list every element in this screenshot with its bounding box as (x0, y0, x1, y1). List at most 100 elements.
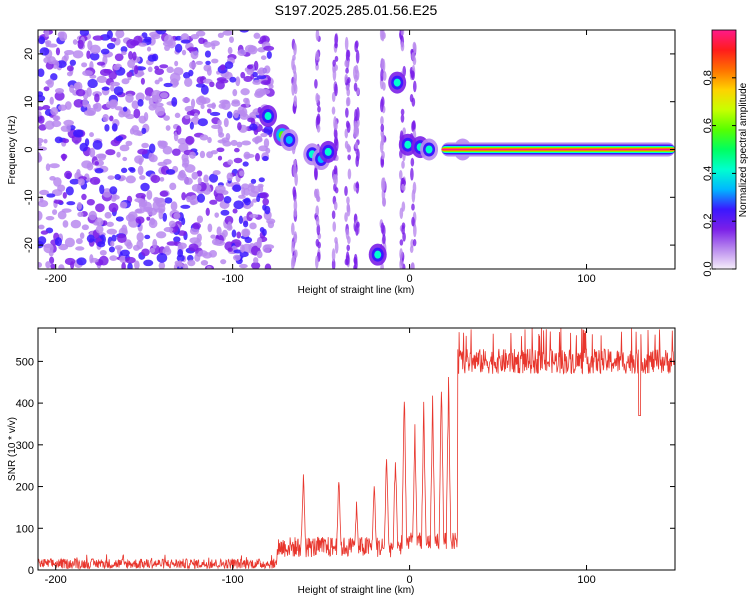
heatmap-cell (244, 153, 255, 158)
heatmap-cell (89, 254, 94, 264)
heatmap-cell (148, 143, 156, 154)
heatmap-cell (116, 233, 127, 243)
heatmap-cell (49, 256, 55, 264)
heatmap-cell (411, 203, 415, 211)
heatmap-cell (355, 182, 360, 189)
heatmap-cell (192, 222, 201, 230)
heatmap-cell (50, 107, 59, 116)
heatmap-cell (216, 226, 222, 236)
heatmap-cell (54, 237, 62, 247)
heatmap-cell (379, 98, 384, 113)
heatmap-cell (196, 215, 204, 224)
heatmap-cell (331, 91, 336, 103)
heatmap-cell (135, 216, 145, 224)
heatmap-cell (314, 79, 318, 89)
heatmap-cell (95, 225, 104, 234)
heatmap-cell (126, 39, 137, 49)
heatmap-cell (166, 66, 174, 74)
heatmap-cell (354, 141, 359, 150)
heatmap-cell (227, 247, 233, 252)
heatmap-cell (125, 256, 136, 264)
heatmap-cell (110, 240, 115, 247)
heatmap-cell (237, 49, 247, 56)
heatmap-cell (195, 83, 206, 88)
heatmap-cell (53, 199, 64, 204)
heatmap-cell (314, 165, 318, 180)
heatmap-cell (149, 217, 156, 226)
heatmap-cell (185, 135, 195, 145)
heatmap-cell (177, 260, 183, 268)
heatmap-cell (66, 71, 73, 77)
heatmap-cell (94, 93, 100, 103)
heatmap-cell (96, 61, 106, 66)
heatmap-cell (239, 30, 250, 33)
heatmap-cell (233, 109, 240, 119)
heatmap-cell (57, 210, 67, 220)
heatmap-cell (353, 82, 358, 92)
heatmap-cell (220, 259, 227, 265)
heatmap-cell (82, 98, 89, 108)
heatmap-cell (62, 192, 67, 199)
heatmap-cell (141, 127, 147, 135)
heatmap-cell (294, 249, 298, 258)
heatmap-cell (196, 193, 206, 203)
heatmap-cell (188, 61, 197, 69)
heatmap-cell (139, 175, 146, 180)
heatmap-cell (227, 159, 234, 165)
heatmap-cell (194, 253, 201, 262)
heatmap-cell (38, 115, 45, 124)
heatmap-cell (334, 240, 339, 254)
heatmap-cell (173, 131, 179, 142)
heatmap-cell (346, 203, 351, 213)
heatmap-cell (195, 60, 203, 65)
heatmap-cell (146, 216, 151, 221)
heatmap-cell (38, 224, 45, 230)
heatmap-cell (95, 203, 105, 213)
heatmap-cell (220, 209, 230, 216)
heatmap-cell (344, 140, 349, 149)
heatmap-cell (79, 232, 85, 239)
heatmap-cell (190, 49, 199, 60)
heatmap-cell (159, 92, 169, 99)
heatmap-cell (88, 210, 97, 221)
heatmap-cell (169, 182, 177, 191)
heatmap-cell (114, 53, 124, 62)
heatmap-cell (381, 197, 386, 207)
heatmap-cell (411, 97, 416, 107)
heatmap-cell (125, 213, 136, 222)
heatmap-cell (109, 186, 118, 195)
heatmap-cell (258, 185, 264, 193)
heatmap-cell (55, 47, 61, 56)
heatmap-cell (207, 136, 212, 144)
heatmap-cell (184, 114, 191, 120)
heatmap-cell (126, 241, 133, 250)
heatmap-cell (211, 238, 221, 246)
heatmap-cell (137, 148, 148, 155)
heatmap-cell (347, 154, 351, 161)
heatmap-cell (263, 45, 275, 51)
heatmap-cell (187, 47, 198, 52)
heatmap-cell (86, 198, 95, 206)
heatmap-cell (266, 50, 272, 59)
heatmap-cell (77, 39, 84, 49)
heatmap-cell (168, 220, 176, 228)
heatmap-cell (127, 59, 136, 68)
heatmap-cell (100, 48, 110, 55)
heatmap-cell (314, 188, 318, 197)
heatmap-cell (222, 30, 234, 36)
heatmap-cell (233, 147, 240, 153)
heatmap-cell (381, 132, 385, 146)
heatmap-cell (96, 75, 107, 84)
heatmap-cell (89, 52, 100, 61)
heatmap-cell (110, 99, 118, 108)
heatmap-cell (144, 87, 154, 97)
heatmap-cell (399, 239, 404, 246)
heatmap-feature (324, 147, 332, 156)
heatmap-cell (260, 132, 268, 138)
heatmap-cell (110, 37, 117, 42)
snr-ylabel: SNR (10 * v/v) (7, 417, 18, 481)
heatmap-cell (105, 149, 116, 156)
heatmap-cell (334, 33, 338, 47)
heatmap-cell (187, 259, 196, 267)
